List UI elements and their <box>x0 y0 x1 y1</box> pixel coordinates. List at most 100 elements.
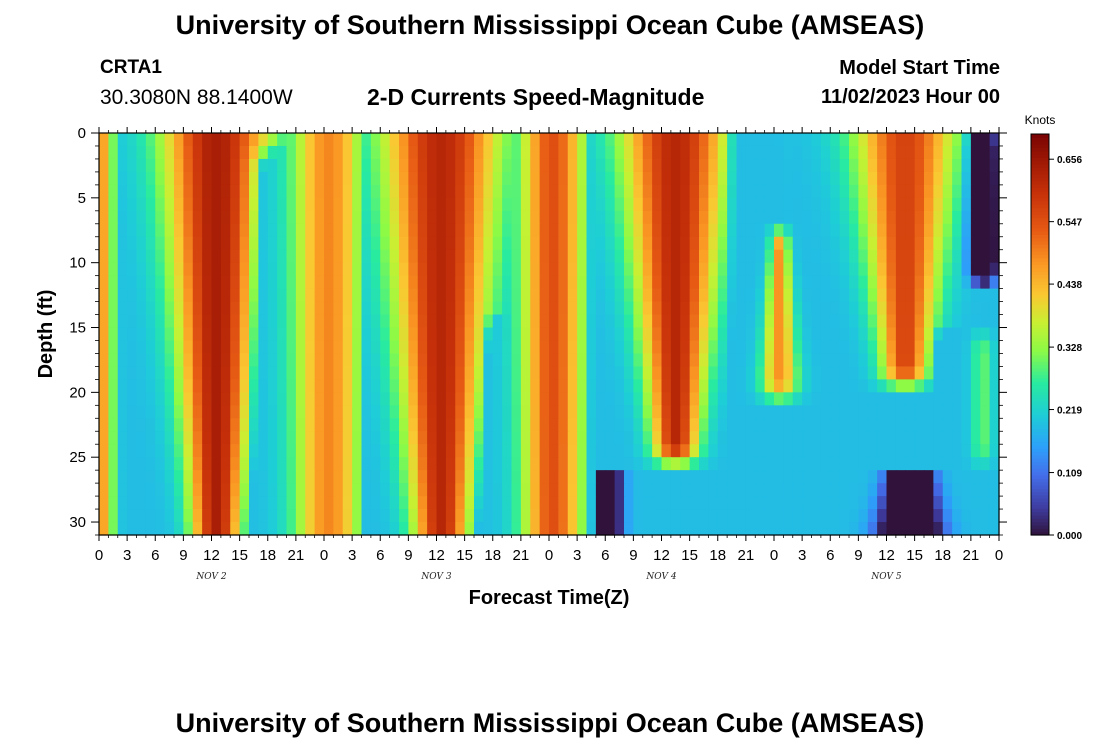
heatmap-cell <box>417 470 428 484</box>
heatmap-cell <box>933 184 944 199</box>
heatmap-cell <box>108 379 119 393</box>
heatmap-cell <box>849 184 859 199</box>
heatmap-cell <box>483 509 494 523</box>
heatmap-cell <box>445 366 456 380</box>
heatmap-cell <box>680 522 691 536</box>
heatmap-cell <box>755 509 766 523</box>
heatmap-cell <box>474 210 484 225</box>
x-tick-label: 12 <box>878 547 895 564</box>
heatmap-cell <box>633 184 644 199</box>
heatmap-cell <box>961 379 972 393</box>
heatmap-cell <box>455 340 466 355</box>
heatmap-cell <box>352 353 363 368</box>
heatmap-cell <box>417 223 428 238</box>
heatmap-cell <box>839 483 850 497</box>
heatmap-cell <box>558 249 569 264</box>
heatmap-cell <box>295 431 306 445</box>
heatmap-cell <box>239 457 250 471</box>
x-tick-label: 9 <box>404 547 412 564</box>
colorbar-segment <box>1031 374 1049 379</box>
heatmap-cell <box>989 145 1000 160</box>
heatmap-cell <box>99 223 109 238</box>
heatmap-cell <box>295 249 306 264</box>
colorbar-segment <box>1031 444 1049 449</box>
heatmap-cell <box>811 444 822 458</box>
heatmap-cell <box>942 133 953 147</box>
heatmap-cell <box>642 405 653 419</box>
heatmap-cell <box>849 366 859 380</box>
heatmap-cell <box>764 210 775 225</box>
heatmap-cell <box>258 158 269 173</box>
heatmap-cell <box>895 327 906 342</box>
heatmap-cell <box>924 327 934 342</box>
heatmap-cell <box>399 158 409 173</box>
heatmap-cell <box>830 340 841 355</box>
heatmap-cell <box>736 405 747 419</box>
heatmap-cell <box>324 145 334 160</box>
heatmap-cell <box>614 379 625 393</box>
heatmap-cell <box>380 392 391 406</box>
model-start-label: Model Start Time <box>839 57 1000 79</box>
heatmap-cell <box>877 418 888 432</box>
heatmap-cell <box>614 236 625 251</box>
heatmap-cell <box>230 509 241 523</box>
heatmap-cell <box>736 184 747 199</box>
heatmap-cell <box>661 158 672 173</box>
heatmap-cell <box>192 223 203 238</box>
heatmap-cell <box>558 366 569 380</box>
heatmap-cell <box>811 158 822 173</box>
heatmap-cell <box>830 405 841 419</box>
heatmap-cell <box>230 314 241 329</box>
heatmap-cell <box>277 145 288 160</box>
heatmap-cell <box>624 314 634 329</box>
heatmap-cell <box>727 522 738 536</box>
heatmap-cell <box>661 405 672 419</box>
heatmap-cell <box>474 327 484 342</box>
heatmap-cell <box>502 522 513 536</box>
heatmap-cell <box>680 379 691 393</box>
heatmap-cell <box>183 314 194 329</box>
heatmap-cell <box>220 522 231 536</box>
heatmap-cell <box>670 314 681 329</box>
heatmap-cell <box>708 197 719 212</box>
heatmap-cell <box>258 301 269 316</box>
heatmap-cell <box>792 340 803 355</box>
colorbar-segment <box>1031 361 1049 366</box>
heatmap-cell <box>970 509 981 523</box>
heatmap-cell <box>239 262 250 277</box>
colorbar-segment <box>1031 484 1049 489</box>
heatmap-cell <box>886 197 897 212</box>
heatmap-cell <box>867 509 878 523</box>
heatmap-cell <box>736 262 747 277</box>
heatmap-cell <box>942 405 953 419</box>
heatmap-cell <box>267 379 278 393</box>
heatmap-cell <box>717 444 728 458</box>
heatmap-cell <box>727 483 738 497</box>
heatmap-cell <box>839 405 850 419</box>
heatmap-cell <box>961 236 972 251</box>
heatmap-cell <box>933 405 944 419</box>
heatmap-cell <box>952 366 963 380</box>
heatmap-cell <box>492 327 503 342</box>
heatmap-cell <box>820 262 831 277</box>
heatmap-cell <box>764 197 775 212</box>
heatmap-cell <box>924 210 934 225</box>
heatmap-cell <box>99 171 109 186</box>
heatmap-cell <box>699 197 709 212</box>
heatmap-cell <box>699 379 709 393</box>
heatmap-cell <box>736 392 747 406</box>
heatmap-cell <box>417 392 428 406</box>
heatmap-cell <box>614 145 625 160</box>
heatmap-cell <box>727 314 738 329</box>
heatmap-cell <box>436 301 447 316</box>
heatmap-cell <box>886 470 897 484</box>
heatmap-cell <box>408 158 419 173</box>
heatmap-cell <box>258 223 269 238</box>
heatmap-cell <box>211 288 222 303</box>
heatmap-cell <box>680 171 691 186</box>
colorbar-segment <box>1031 180 1049 185</box>
heatmap-cell <box>445 249 456 264</box>
heatmap-cell <box>586 470 597 484</box>
x-tick-label: 12 <box>203 547 220 564</box>
heatmap-cell <box>427 288 438 303</box>
